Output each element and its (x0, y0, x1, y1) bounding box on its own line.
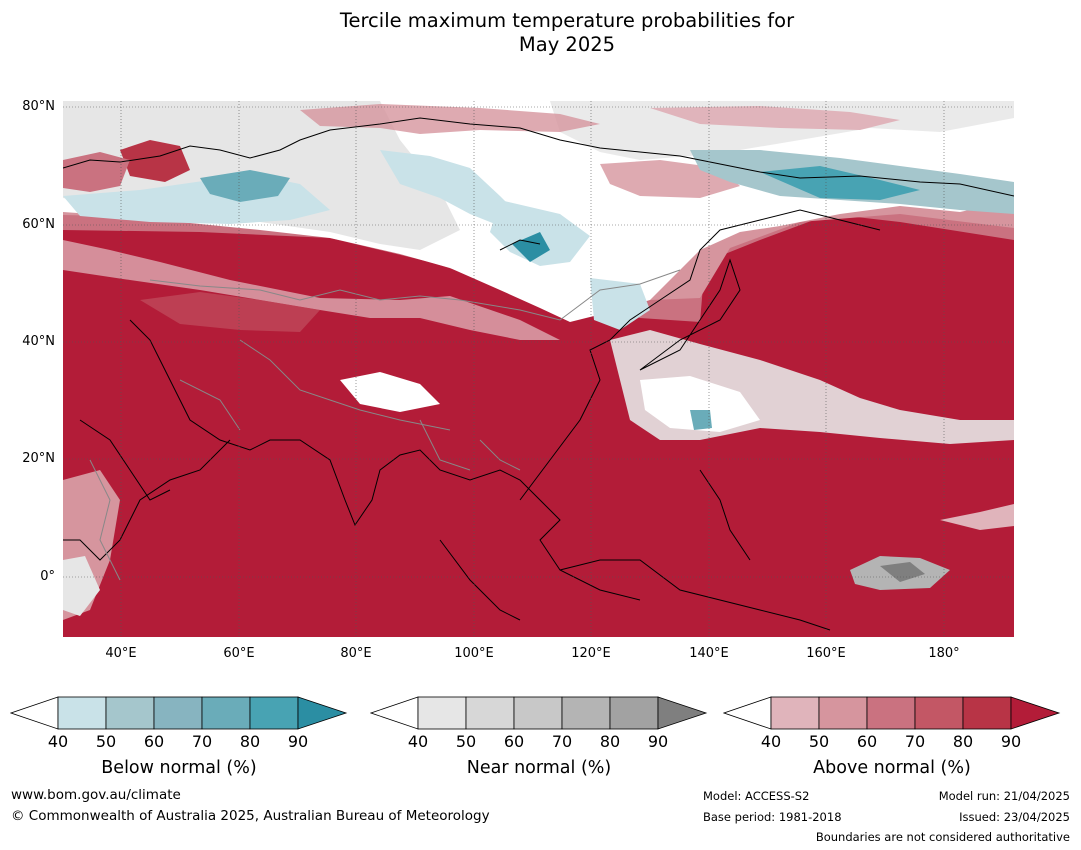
colorbar-tick-label: 50 (455, 732, 477, 751)
below-normal-colorbar (10, 696, 348, 730)
below-normal-region (760, 166, 920, 200)
colorbar-tick-label: 80 (599, 732, 621, 751)
near-normal-title: Near normal (%) (466, 758, 612, 778)
colorbar-segment (561, 696, 611, 730)
lon-label-140e: 140°E (689, 646, 729, 661)
colorbar-segment (962, 696, 1012, 730)
lon-label-100e: 100°E (454, 646, 494, 661)
colorbar-tick-label: 70 (191, 732, 213, 751)
colorbar-segment (465, 696, 515, 730)
colorbar-tick-label: 80 (952, 732, 974, 751)
coastlines (63, 117, 1014, 631)
lon-label-40e: 40°E (105, 646, 137, 661)
above-normal-region (120, 140, 190, 182)
colorbar-segment (513, 696, 563, 730)
lon-label-80e: 80°E (340, 646, 372, 661)
lon-label-120e: 120°E (571, 646, 611, 661)
colorbar-tick-label: 90 (287, 732, 309, 751)
colorbar-segment (201, 696, 251, 730)
colorbar-tick-label: 80 (239, 732, 261, 751)
country-boundaries (89, 269, 681, 581)
colorbar-tick-label: 90 (647, 732, 669, 751)
below-normal-region (690, 410, 712, 430)
colorbar-tick-label: 60 (856, 732, 878, 751)
title-line-1: Tercile maximum temperature probabilitie… (339, 9, 795, 32)
boundaries-note: Boundaries are not considered authoritat… (815, 830, 1070, 844)
colorbar-segment (105, 696, 155, 730)
below-normal-region (512, 232, 550, 262)
base-period-text: Base period: 1981-2018 (703, 810, 842, 824)
lat-label-60n: 60°N (22, 217, 55, 232)
colorbar-segment (818, 696, 868, 730)
below-normal-region (380, 150, 520, 226)
near-normal-region (880, 562, 925, 582)
colorbar-segment (249, 696, 299, 730)
colorbar-tick-label: 40 (760, 732, 782, 751)
colorbar-tick-label: 60 (503, 732, 525, 751)
colorbar-segment (297, 696, 348, 730)
colorbar-segment (723, 696, 772, 730)
above-normal-region (940, 504, 1014, 530)
colorbar-tick-label: 50 (95, 732, 117, 751)
issued-text: Issued: 23/04/2025 (959, 810, 1070, 824)
below-normal-title: Below normal (%) (101, 758, 257, 778)
colorbar-segment (657, 696, 708, 730)
lat-label-80n: 80°N (22, 99, 55, 114)
graticule (63, 101, 1014, 637)
colorbar-tick-label: 90 (1000, 732, 1022, 751)
chart-title: Tercile maximum temperature probabilitie… (0, 9, 1081, 57)
colorbar-tick-label: 70 (551, 732, 573, 751)
colorbar-tick-label: 40 (407, 732, 429, 751)
lat-label-20n: 20°N (22, 451, 55, 466)
near-normal-region (640, 376, 760, 432)
model-text: Model: ACCESS-S2 (703, 789, 810, 803)
above-normal-title: Above normal (%) (813, 758, 971, 778)
above-normal-region (63, 240, 560, 340)
above-normal-colorbar (723, 696, 1061, 730)
colorbar-segment (866, 696, 916, 730)
colorbar-segment (1010, 696, 1061, 730)
lat-label-40n: 40°N (22, 334, 55, 349)
lon-label-160e: 160°E (806, 646, 846, 661)
above-normal-region (63, 152, 130, 192)
lon-label-180: 180° (928, 646, 960, 661)
lon-label-60e: 60°E (223, 646, 255, 661)
colorbar-tick-label: 70 (904, 732, 926, 751)
colorbar-segment (417, 696, 467, 730)
map-field (63, 101, 1014, 637)
lat-label-0: 0° (40, 569, 55, 584)
copyright-text: © Commonwealth of Australia 2025, Austra… (11, 808, 490, 824)
website-link[interactable]: www.bom.gov.au/climate (11, 787, 181, 803)
near-normal-region (340, 372, 440, 412)
above-normal-region (300, 104, 600, 134)
colorbar-segment (609, 696, 659, 730)
above-normal-region (650, 106, 900, 130)
colorbar-tick-label: 50 (808, 732, 830, 751)
near-normal-region (550, 101, 1014, 160)
below-normal-region (200, 170, 290, 202)
title-line-2: May 2025 (518, 33, 616, 56)
probability-map (63, 101, 1014, 637)
colorbar-segment (770, 696, 820, 730)
colorbar-segment (153, 696, 203, 730)
above-normal-region (140, 292, 320, 332)
colorbar-tick-label: 40 (47, 732, 69, 751)
colorbar-segment (914, 696, 964, 730)
colorbar-segment (10, 696, 59, 730)
near-normal-region (63, 556, 100, 616)
model-run-text: Model run: 21/04/2025 (938, 789, 1070, 803)
colorbar-segment (370, 696, 419, 730)
colorbar-tick-label: 60 (143, 732, 165, 751)
near-normal-colorbar (370, 696, 708, 730)
colorbar-segment (57, 696, 107, 730)
